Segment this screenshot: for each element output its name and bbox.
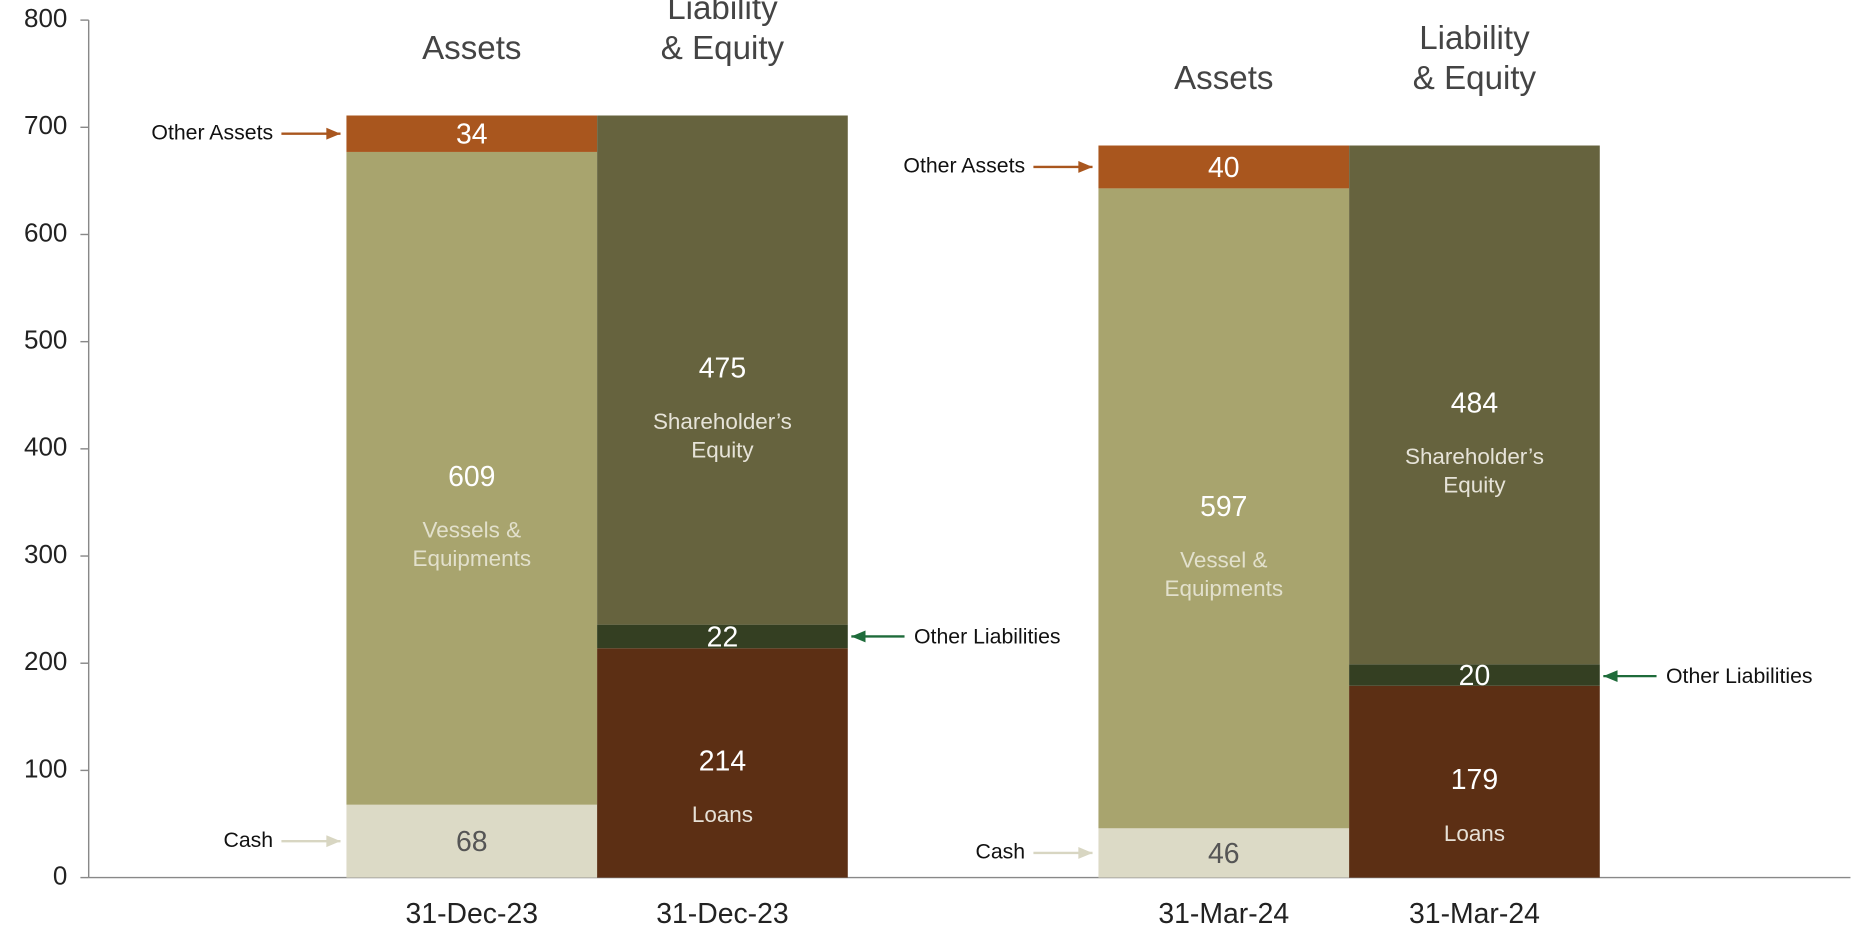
column-header: & Equity (661, 30, 785, 67)
callout-arrowhead (1078, 161, 1093, 173)
y-tick-label: 700 (24, 110, 67, 140)
bar-segment (346, 151, 598, 805)
value-label: 68 (456, 826, 488, 858)
value-label: 484 (1451, 387, 1498, 419)
value-label: 34 (456, 119, 488, 151)
callout-arrowhead (1078, 847, 1093, 859)
x-tick-label: 31-Dec-23 (406, 898, 538, 930)
y-tick-label: 0 (53, 860, 67, 890)
x-tick-label: 31-Dec-23 (656, 898, 788, 930)
segment-label: Equity (691, 438, 754, 463)
y-tick-label: 400 (24, 432, 67, 462)
y-tick-label: 800 (24, 3, 67, 33)
y-tick-label: 600 (24, 217, 67, 247)
segment-label: Equipments (412, 546, 531, 571)
segment-label: Loans (1444, 821, 1505, 846)
value-label: 597 (1200, 491, 1247, 523)
segment-label: Equity (1443, 472, 1506, 497)
callout-label: Other Assets (151, 120, 273, 144)
bar-segment (1098, 145, 1350, 189)
bar-segment (1098, 828, 1350, 878)
column-header: Liability (667, 0, 778, 27)
segment-label: Shareholder’s (1405, 444, 1544, 469)
x-tick-label: 31-Mar-24 (1409, 898, 1540, 930)
y-tick-label: 300 (24, 539, 67, 569)
segment-label: Vessels & (422, 517, 521, 542)
value-label: 40 (1208, 152, 1240, 184)
callout-arrowhead (326, 127, 341, 140)
value-label: 46 (1208, 838, 1240, 870)
column-header: Assets (422, 30, 521, 67)
callout-arrowhead (1603, 670, 1618, 683)
callout-label: Other Assets (903, 154, 1025, 178)
callout-label: Cash (975, 840, 1025, 864)
value-label: 179 (1451, 764, 1498, 796)
bar-segment (597, 648, 848, 878)
bar-segment (1349, 664, 1600, 686)
value-label: 609 (448, 461, 495, 493)
segment-label: Vessel & (1180, 547, 1267, 572)
bar-segment (346, 804, 598, 878)
value-label: 214 (699, 745, 746, 777)
column-header: & Equity (1413, 60, 1537, 97)
value-label: 22 (707, 621, 739, 653)
segment-label: Equipments (1165, 576, 1284, 601)
callout-label: Other Liabilities (914, 624, 1061, 648)
y-tick-label: 100 (24, 753, 67, 783)
bar-segment (346, 115, 598, 152)
callout-arrowhead (326, 835, 341, 848)
segment-label: Loans (692, 802, 753, 827)
value-label: 475 (699, 353, 746, 385)
x-tick-label: 31-Mar-24 (1158, 898, 1289, 930)
callout-label: Cash (223, 828, 273, 852)
bar-segment (597, 624, 848, 649)
bar-segment (1349, 685, 1600, 878)
callout-label: Other Liabilities (1666, 664, 1813, 688)
bar-segment (1098, 188, 1350, 829)
y-tick-label: 200 (24, 646, 67, 676)
callout-arrowhead (851, 630, 866, 643)
value-label: 20 (1459, 660, 1491, 692)
column-header: Assets (1174, 60, 1273, 97)
y-tick-label: 500 (24, 325, 67, 355)
column-header: Liability (1419, 20, 1530, 57)
bar-segment (597, 115, 848, 625)
bar-segment (1349, 145, 1600, 665)
segment-label: Shareholder’s (653, 409, 792, 434)
